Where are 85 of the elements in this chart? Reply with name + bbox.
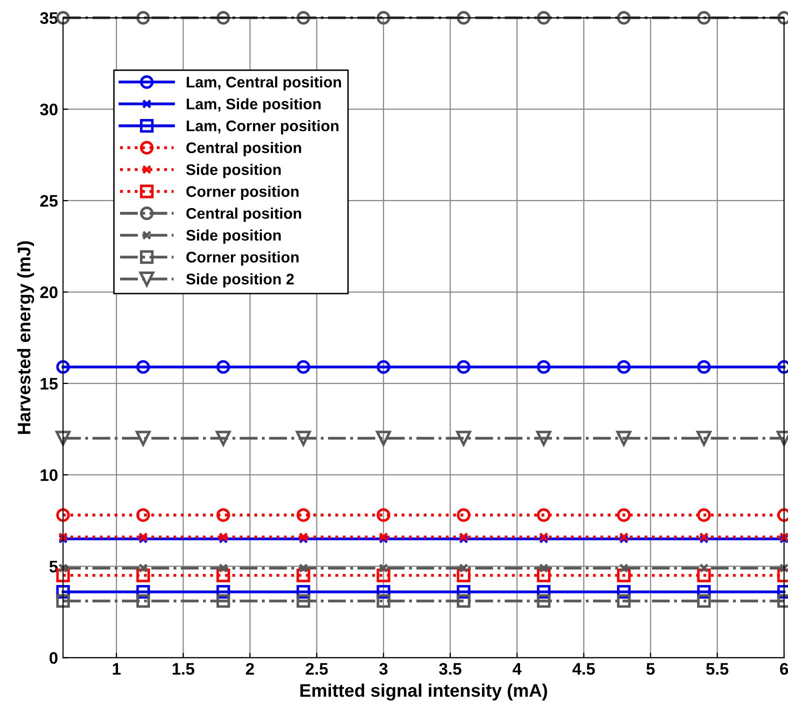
point [617,360,631,374]
legend-label: Side position 2 [186,273,294,288]
point [136,594,150,608]
point [296,508,310,522]
legend-label: Lam, Central position [186,76,341,91]
point [538,563,548,573]
point [136,430,151,446]
point [298,563,308,573]
x-tick-label: 5 [646,663,655,675]
legend-label: Central position [186,142,302,156]
point [616,430,632,446]
y-tick-label: 30 [40,104,58,116]
point [536,594,551,608]
x-tick-label: 3 [379,662,388,675]
legend-label: Central position [186,208,302,222]
point [699,563,709,573]
point [376,594,390,608]
y-tick-label: 0 [50,652,58,664]
point [216,594,230,608]
point [216,10,230,25]
y-tick-label: 25 [40,195,58,207]
legend-label: Side position [186,229,281,244]
point [138,563,148,573]
y-tick-label: 5 [49,560,58,572]
point [216,360,230,374]
x-tick-label: 5.5 [706,663,728,675]
point [296,10,310,25]
legend-label: Side position [186,164,281,178]
x-tick-label: 1 [112,663,121,675]
point [58,563,68,573]
point [136,508,150,522]
x-tick-label: 1.5 [172,663,194,675]
point [697,508,711,522]
point [456,430,472,446]
point [697,360,711,374]
y-axis-title: Harvested energy (mJ) [17,241,34,434]
point [619,563,629,573]
point [56,360,70,374]
point [779,563,788,573]
point [376,430,391,446]
point [617,10,631,25]
point [376,360,390,374]
x-tick-label: 2.5 [306,662,328,675]
point [697,594,711,608]
point [136,360,150,374]
point [376,10,390,25]
x-tick-label: 6 [780,662,788,675]
point [536,430,552,446]
point [617,508,631,522]
point [296,594,310,608]
legend-label: Corner position [186,251,299,266]
point [536,360,551,374]
point [216,430,231,446]
point [536,508,551,522]
y-tick-label: 10 [40,469,58,482]
y-tick-label: 15 [40,378,58,390]
legend-label: Lam, Side position [186,98,321,112]
point [456,10,470,25]
legend-label: Lam, Corner position [186,120,338,134]
point [56,594,70,608]
x-tick-label: 3.5 [439,662,462,675]
point [296,360,310,374]
point [56,10,70,25]
point [378,563,388,573]
point [456,594,470,608]
point [296,430,311,446]
point [456,360,470,374]
point [56,430,71,446]
x-tick-label: 2 [246,662,254,675]
point [458,563,468,573]
y-tick-label: 20 [40,286,58,298]
legend-label: Corner position [186,186,299,200]
point [617,594,631,608]
point [536,10,551,25]
point [456,508,470,522]
point [136,10,150,25]
point [376,508,390,522]
x-tick-label: 4 [512,663,522,675]
point [56,508,70,522]
point [216,508,230,522]
x-tick-label: 4.5 [572,663,595,675]
x-axis-title: Emitted signal intensity (mA) [300,684,548,701]
point [218,563,228,573]
point [696,430,712,446]
point [697,10,711,25]
